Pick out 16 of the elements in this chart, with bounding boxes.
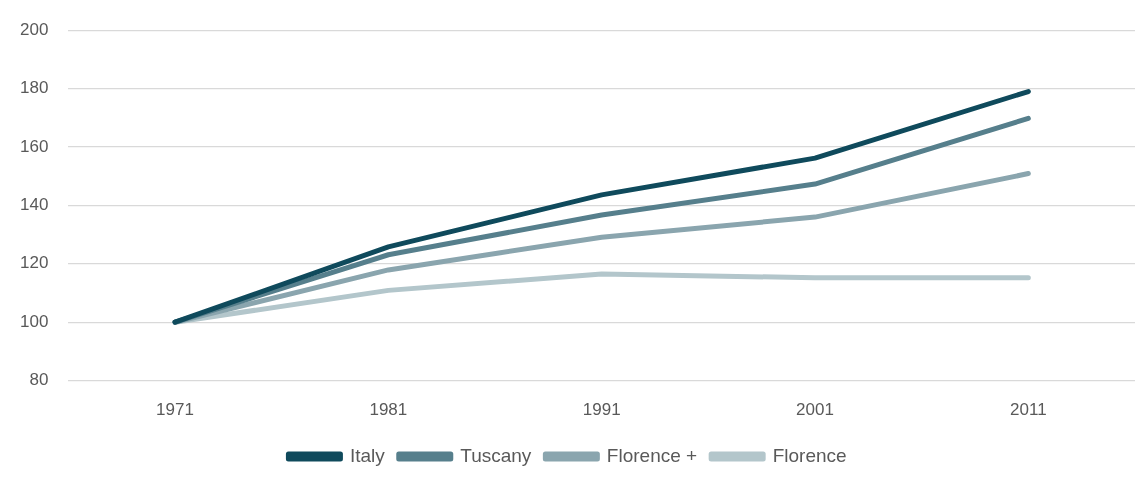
- y-tick-label: 160: [19, 136, 49, 156]
- legend-label: Italy: [349, 444, 386, 466]
- y-tick-label: 180: [19, 78, 49, 98]
- x-tick-label: 2011: [1010, 400, 1047, 420]
- y-tick-label: 140: [19, 195, 49, 215]
- legend-label: Tuscany: [460, 444, 532, 466]
- x-tick-label: 1971: [156, 400, 194, 420]
- x-tick-label: 1991: [582, 400, 621, 420]
- y-tick-label: 100: [19, 311, 49, 331]
- legend-label: Florence: [772, 444, 847, 466]
- y-tick-label: 200: [19, 19, 49, 39]
- x-tick-label: 1981: [369, 400, 408, 420]
- x-tick-label: 2001: [796, 400, 834, 420]
- y-tick-label: 120: [19, 253, 49, 273]
- legend-label: Florence +: [606, 444, 698, 466]
- y-tick-label: 80: [29, 370, 49, 390]
